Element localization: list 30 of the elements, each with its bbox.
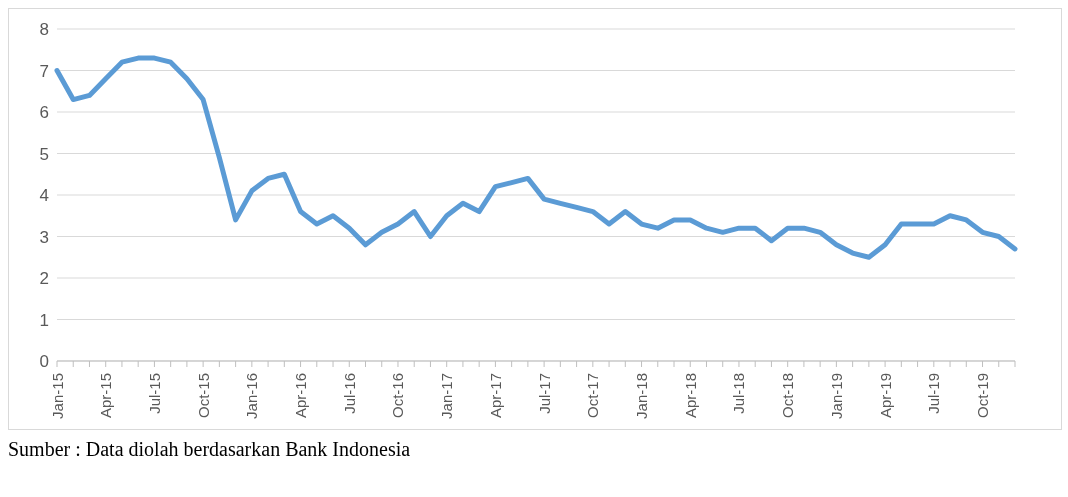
x-tick-label: Jul-16 bbox=[340, 373, 358, 414]
y-tick-label: 4 bbox=[39, 186, 49, 206]
y-tick-label: 8 bbox=[39, 20, 49, 40]
x-tick-label: Apr-16 bbox=[292, 373, 310, 419]
x-tick-label: Oct-19 bbox=[974, 373, 992, 419]
y-tick-label: 0 bbox=[39, 352, 49, 372]
x-tick-label: Apr-15 bbox=[97, 373, 115, 419]
x-tick-label: Jan-15 bbox=[48, 373, 66, 419]
y-tick-label: 3 bbox=[39, 227, 49, 247]
y-tick-label: 6 bbox=[39, 103, 49, 123]
x-tick-label: Apr-19 bbox=[876, 373, 894, 419]
x-tick-label: Jan-19 bbox=[827, 373, 845, 419]
x-tick-label: Jan-16 bbox=[243, 373, 261, 419]
x-tick-label: Jul-19 bbox=[925, 373, 943, 414]
x-tick-label: Oct-16 bbox=[389, 373, 407, 419]
x-tick-label: Jul-15 bbox=[145, 373, 163, 414]
x-tick-label: Oct-17 bbox=[584, 373, 602, 419]
x-tick-label: Apr-17 bbox=[486, 373, 504, 419]
x-tick-label: Jan-18 bbox=[633, 373, 651, 419]
x-tick-label: Apr-18 bbox=[681, 373, 699, 419]
x-tick-label: Jan-17 bbox=[438, 373, 456, 419]
x-tick-label: Jul-18 bbox=[730, 373, 748, 414]
text: Sumber : Data diolah berdasarkan Bank Indonesia bbox=[8, 438, 412, 461]
y-tick-label: 1 bbox=[39, 310, 49, 330]
y-tick-label: 7 bbox=[39, 61, 49, 81]
x-tick-label: Jul-17 bbox=[535, 373, 553, 414]
x-tick-label: Oct-15 bbox=[194, 373, 212, 419]
y-tick-label: 2 bbox=[39, 269, 49, 289]
y-tick-label: 5 bbox=[39, 144, 49, 164]
x-tick-label: Oct-18 bbox=[779, 373, 797, 419]
